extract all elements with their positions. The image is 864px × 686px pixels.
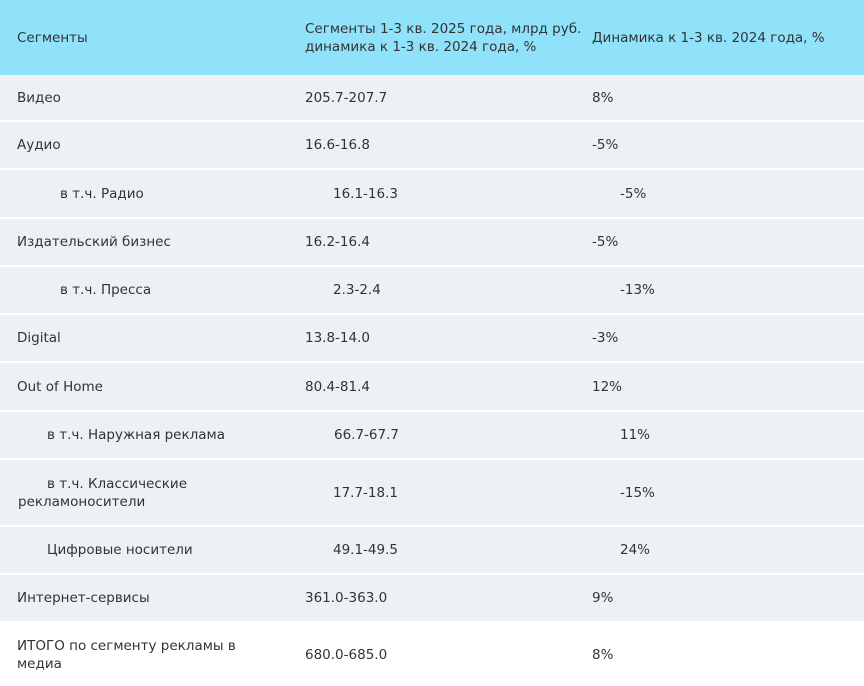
table-row: в т.ч. Пресса 2.3-2.4 -13% — [0, 267, 864, 315]
table-row: Out of Home 80.4-81.4 12% — [0, 363, 864, 412]
cell: в т.ч. Классические рекламоносители — [18, 475, 188, 510]
cell: 205.7-207.7 — [305, 89, 388, 106]
cell: 8% — [592, 89, 614, 106]
cell: Out of Home — [17, 378, 103, 395]
table-row: Интернет-сервисы 361.0-363.0 9% — [0, 575, 864, 623]
table-row: в т.ч. Радио 16.1-16.3 -5% — [0, 170, 864, 219]
header-cell: Сегменты — [17, 29, 88, 46]
cell: 16.1-16.3 — [333, 185, 398, 202]
header-cell: Сегменты 1-3 кв. 2025 года, млрд руб. ди… — [305, 20, 582, 55]
table-row: Видео 205.7-207.7 8% — [0, 75, 864, 122]
cell: Издательский бизнес — [17, 234, 171, 250]
cell: -3% — [592, 330, 619, 346]
table-row: Цифровые носители 49.1-49.5 24% — [0, 527, 864, 575]
cell: в т.ч. Наружная реклама — [47, 427, 226, 443]
cell: Интернет-сервисы — [17, 590, 150, 606]
cell: 680.0-685.0 — [305, 646, 388, 663]
cell: 361.0-363.0 — [305, 590, 388, 606]
cell: Видео — [17, 89, 61, 106]
cell: -5% — [620, 185, 647, 202]
header-cell: Динамика к 1-3 кв. 2024 года, % — [592, 29, 825, 46]
cell: ИТОГО по сегменту рекламы в медиа — [17, 637, 236, 672]
cell: 17.7-18.1 — [333, 484, 398, 501]
cell: Аудио — [17, 137, 61, 153]
table-row: в т.ч. Классические рекламоносители 17.7-… — [0, 460, 864, 527]
table-row: Аудио 16.6-16.8 -5% — [0, 122, 864, 170]
table-row: Digital 13.8-14.0 -3% — [0, 315, 864, 363]
cell: 9% — [592, 590, 614, 606]
cell: 80.4-81.4 — [305, 378, 370, 395]
cell: в т.ч. Радио — [60, 185, 144, 202]
cell: -15% — [620, 484, 655, 501]
cell: 16.2-16.4 — [305, 234, 370, 250]
cell: -5% — [592, 137, 619, 153]
cell: -13% — [620, 282, 655, 298]
header-row: Сегменты Сегменты 1-3 кв. 2025 года, млрд… — [0, 0, 864, 75]
cell: в т.ч. Пресса — [60, 282, 152, 298]
cell: -5% — [592, 234, 619, 250]
cell: 2.3-2.4 — [333, 282, 381, 298]
cell: 24% — [620, 542, 651, 558]
cell: 49.1-49.5 — [333, 542, 398, 558]
cell: 16.6-16.8 — [305, 137, 370, 153]
cell: 11% — [620, 427, 651, 443]
cell: Цифровые носители — [47, 542, 193, 558]
table-row: Издательский бизнес 16.2-16.4 -5% — [0, 219, 864, 267]
table-row: ИТОГО по сегменту рекламы в медиа 680.0-6… — [0, 623, 864, 686]
cell: 12% — [592, 378, 623, 395]
cell: 8% — [592, 646, 614, 663]
cell: 13.8-14.0 — [305, 330, 370, 346]
cell: Digital — [17, 330, 61, 346]
cell: 66.7-67.7 — [334, 427, 399, 443]
table-row: в т.ч. Наружная реклама 66.7-67.7 11% — [0, 412, 864, 460]
